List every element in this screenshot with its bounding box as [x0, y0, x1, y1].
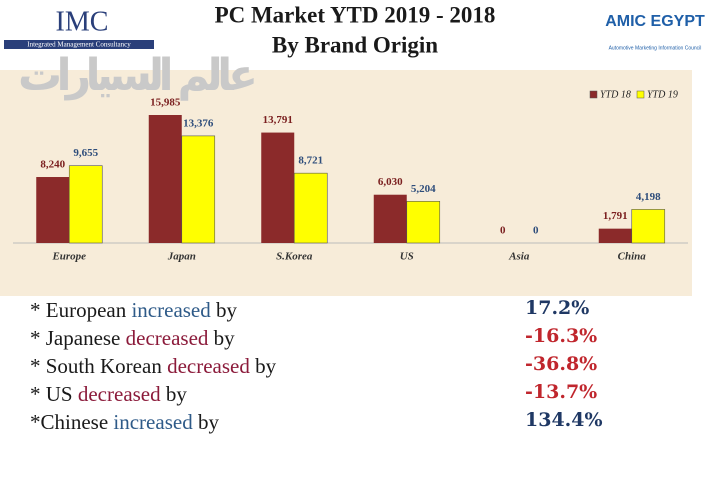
data-label: 1,791: [603, 210, 628, 222]
bar: [406, 201, 441, 244]
x-tick-label: Asia: [508, 251, 530, 263]
data-label: 0: [533, 225, 539, 237]
legend-label: YTD 19: [647, 89, 678, 100]
note-by: by: [165, 382, 187, 406]
left-logo-caption: Integrated Management Consultancy: [27, 41, 131, 49]
legend-swatch: [589, 90, 598, 99]
chart-background: [0, 70, 692, 296]
chart-title: PC Market YTD 2019 - 2018: [215, 2, 496, 27]
data-label: 8,240: [40, 159, 65, 171]
x-tick-label: S.Korea: [276, 251, 313, 263]
data-label: 8,721: [298, 155, 323, 167]
note-line: * European increased by: [30, 298, 237, 323]
bar: [181, 135, 216, 244]
legend-swatch: [636, 90, 645, 99]
note-value: -16.3%: [525, 325, 598, 347]
note-change: decreased: [77, 382, 161, 406]
bar: [293, 172, 328, 244]
watermark: عالم السيارات: [18, 50, 258, 101]
note-label: * Japanese: [30, 326, 121, 350]
bar: [148, 115, 182, 243]
legend-label: YTD 18: [600, 89, 631, 100]
chart-subtitle: By Brand Origin: [272, 32, 438, 57]
x-tick-label: China: [618, 251, 647, 263]
bar: [36, 177, 70, 243]
note-line: *Chinese increased by: [30, 410, 219, 435]
note-line: * Japanese decreased by: [30, 326, 235, 351]
data-label: 4,198: [636, 191, 661, 203]
note-value: -13.7%: [525, 381, 598, 403]
left-logo: IMC: [56, 6, 109, 37]
bar: [373, 194, 407, 243]
note-line: * South Korean decreased by: [30, 354, 276, 379]
data-label: 15,985: [150, 97, 181, 109]
x-tick-label: Europe: [51, 251, 86, 263]
chart: عالم السيارات IMC Integrated Management …: [0, 2, 705, 296]
logo-bar: [4, 40, 154, 49]
bar: [631, 209, 666, 244]
data-label: 13,791: [263, 114, 293, 126]
bar: [68, 165, 103, 244]
note-line: * US decreased by: [30, 382, 187, 407]
note-by: by: [255, 354, 277, 378]
bar: [261, 132, 295, 243]
note-label: * European: [30, 298, 127, 322]
note-by: by: [213, 326, 235, 350]
note-change: increased: [131, 298, 211, 322]
note-change: decreased: [125, 326, 209, 350]
data-label: 13,376: [183, 117, 214, 129]
data-label: 6,030: [378, 176, 403, 188]
note-value: 134.4%: [525, 409, 603, 431]
data-label: 5,204: [411, 183, 436, 195]
note-value: 17.2%: [525, 297, 590, 319]
right-logo-caption: Automotive Marketing Information Council: [609, 45, 702, 51]
x-tick-label: Japan: [167, 251, 196, 263]
right-logo: AMIC EGYPT: [605, 13, 705, 30]
note-label: * US: [30, 382, 73, 406]
data-label: 9,655: [73, 147, 98, 159]
note-by: by: [216, 298, 238, 322]
note-value: -36.8%: [525, 353, 598, 375]
note-label: *Chinese: [30, 410, 109, 434]
note-by: by: [197, 410, 219, 434]
note-label: * South Korean: [30, 354, 162, 378]
data-label: 0: [500, 225, 506, 237]
note-change: decreased: [167, 354, 250, 378]
note-change: increased: [113, 410, 193, 434]
bar: [598, 228, 632, 243]
x-tick-label: US: [400, 251, 414, 263]
